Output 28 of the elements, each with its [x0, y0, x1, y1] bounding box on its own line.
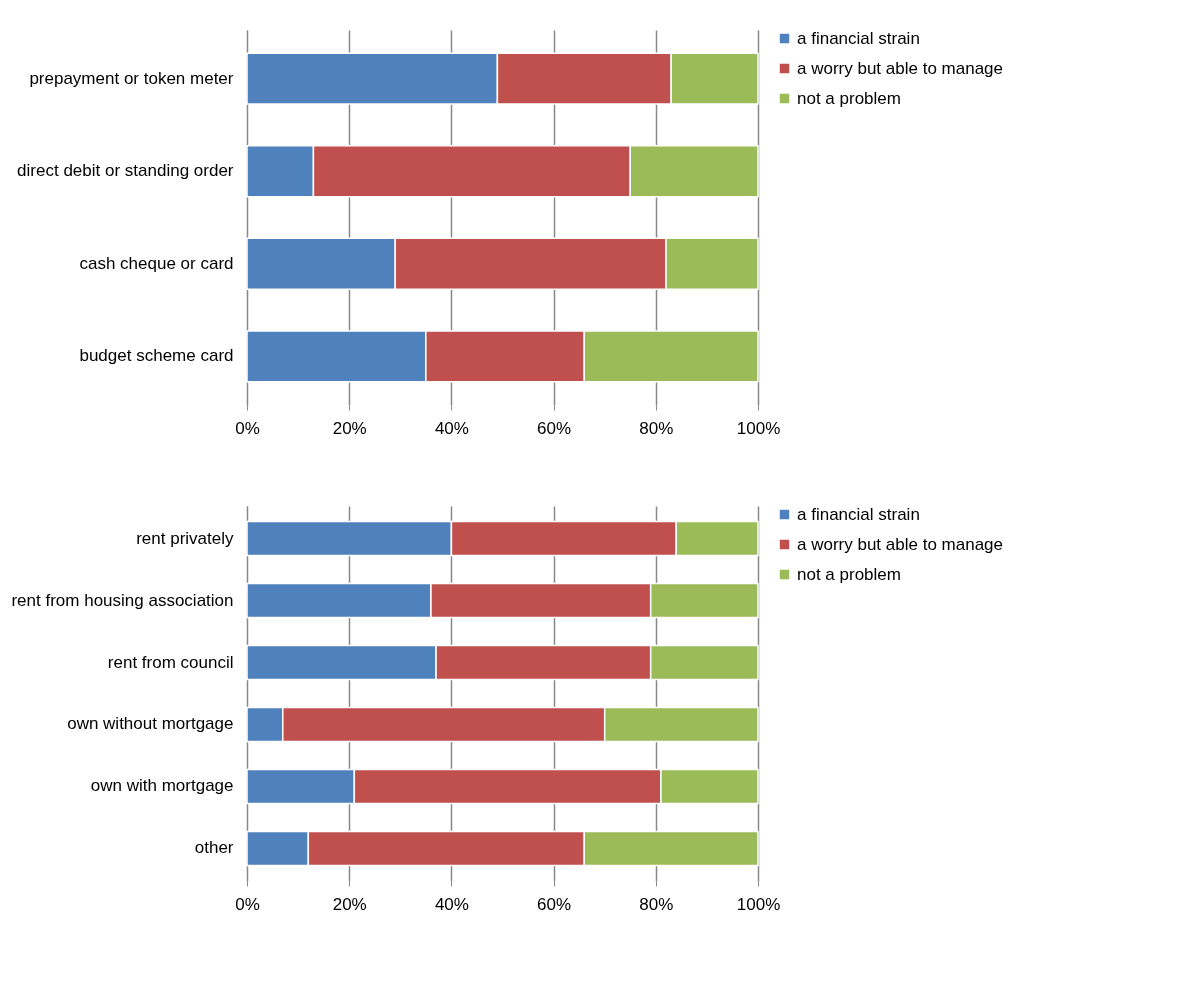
y-tick-label: own without mortgage: [67, 714, 234, 734]
y-tick-label: own with mortgage: [90, 776, 234, 796]
legend-label: a worry but able to manage: [797, 58, 1004, 78]
x-tick-label: 20%: [332, 418, 367, 438]
x-tick-label: 60%: [537, 894, 572, 914]
x-tick-label: 40%: [434, 894, 469, 914]
x-tick-label: 0%: [235, 418, 260, 438]
x-tick-label: 40%: [434, 418, 469, 438]
y-tick-label: other: [194, 838, 234, 858]
y-tick-label: prepayment or token meter: [29, 68, 234, 88]
y-tick-label: rent privately: [136, 528, 234, 548]
x-tick-label: 20%: [332, 894, 367, 914]
x-tick-label: 100%: [736, 418, 781, 438]
y-tick-label: budget scheme card: [79, 346, 234, 366]
x-tick-label: 80%: [639, 418, 674, 438]
x-tick-label: 0%: [235, 894, 260, 914]
legend-label: a worry but able to manage: [797, 534, 1004, 554]
legend-label: not a problem: [797, 564, 901, 584]
y-tick-label: rent from housing association: [11, 590, 234, 610]
x-tick-label: 60%: [537, 418, 572, 438]
legend-label: a financial strain: [797, 28, 920, 48]
y-tick-label: rent from council: [107, 652, 234, 672]
y-tick-label: cash cheque or card: [79, 253, 234, 273]
y-tick-label: direct debit or standing order: [17, 161, 234, 181]
legend-label: a financial strain: [797, 504, 920, 524]
x-tick-label: 100%: [736, 894, 781, 914]
x-tick-label: 80%: [639, 894, 674, 914]
legend-label: not a problem: [797, 88, 901, 108]
